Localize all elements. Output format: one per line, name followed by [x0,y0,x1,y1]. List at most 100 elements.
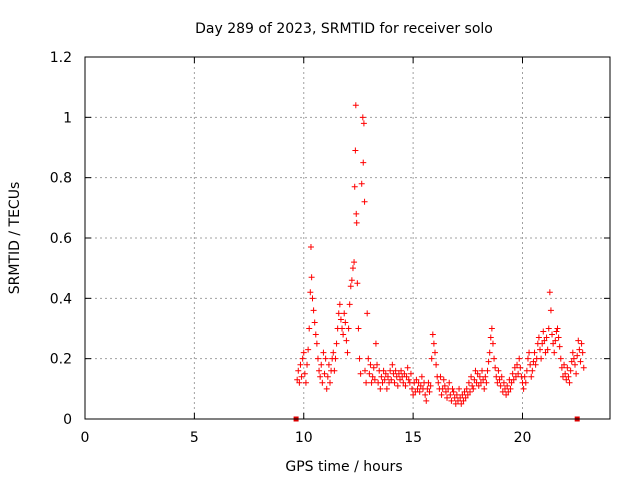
data-point [494,379,501,386]
data-point [497,382,504,389]
data-point [297,361,304,368]
data-point [331,367,338,374]
data-point [467,388,473,395]
data-point [351,183,358,190]
data-point [524,355,531,362]
data-point [493,373,500,380]
data-point [545,325,552,332]
data-point [541,337,548,344]
data-point [529,367,536,374]
data-point [349,265,356,272]
data-point [336,301,343,308]
data-point [579,349,586,356]
data-point [397,376,403,383]
data-point [309,295,316,302]
data-point [475,382,482,389]
data-point [395,370,402,377]
data-point [496,376,503,383]
data-point [364,310,371,317]
data-point [407,370,414,377]
data-point [355,325,362,332]
data-point [535,334,542,341]
data-point [453,391,460,398]
data-point [502,385,508,392]
data-point [539,340,546,347]
data-point [323,385,330,392]
data-point [438,391,445,398]
data-point [308,274,315,281]
data-point [317,373,324,380]
data-point [360,120,367,127]
data-point [505,388,512,395]
data-point [528,373,535,380]
data-point [566,379,573,386]
data-point [575,337,582,344]
plot-frame [84,56,611,420]
data-point [423,397,430,404]
data-point [321,370,328,377]
data-point [429,331,436,338]
data-point [295,367,302,374]
data-point [306,325,313,332]
data-point [567,367,574,374]
data-point [540,328,547,335]
data-point [454,397,461,404]
data-point [377,385,384,392]
data-point [476,373,483,380]
data-point [460,397,467,404]
data-point [526,349,533,356]
data-point [492,364,499,371]
data-point [378,373,385,380]
data-point [417,382,424,389]
data-point [319,379,326,386]
data-point [485,358,492,365]
data-point [465,379,472,386]
y-tick-label: 0.4 [50,291,72,307]
data-point [557,355,564,362]
data-point [503,391,510,398]
data-point [574,352,581,359]
data-point [305,346,312,353]
y-tick-label: 1.2 [50,50,72,66]
y-tick-label: 0.8 [50,171,72,187]
data-point [394,382,401,389]
data-point [435,379,442,386]
data-point [358,180,365,187]
data-point [546,289,553,296]
x-tick-label: 15 [404,430,422,446]
data-point [390,370,397,377]
data-point [580,364,587,371]
data-point [366,370,373,377]
data-point [432,349,438,356]
data-point [352,147,359,154]
data-point [562,370,569,377]
data-point [311,319,318,326]
data-point [452,400,459,407]
data-point [343,337,350,344]
data-point [561,361,568,368]
data-point [449,385,456,392]
data-point [500,379,507,386]
y-tick-label: 1 [63,110,72,126]
data-point [444,394,451,401]
data-point [304,361,311,368]
data-point [481,385,488,392]
data-point [512,373,519,380]
data-point [352,102,359,109]
data-point [433,361,440,368]
data-point [458,400,465,407]
x-axis-title: GPS time / hours [285,459,402,475]
data-point [568,358,575,365]
data-point [510,376,517,383]
y-axis-title: SRMTID / TECUs [7,182,23,295]
data-point [437,373,444,380]
data-point [302,379,309,386]
data-point [389,361,396,368]
data-point [569,349,576,356]
x-tick-label: 5 [190,430,199,446]
data-point [310,307,317,314]
data-point [340,331,347,338]
data-point [495,367,502,374]
data-point [353,219,360,226]
